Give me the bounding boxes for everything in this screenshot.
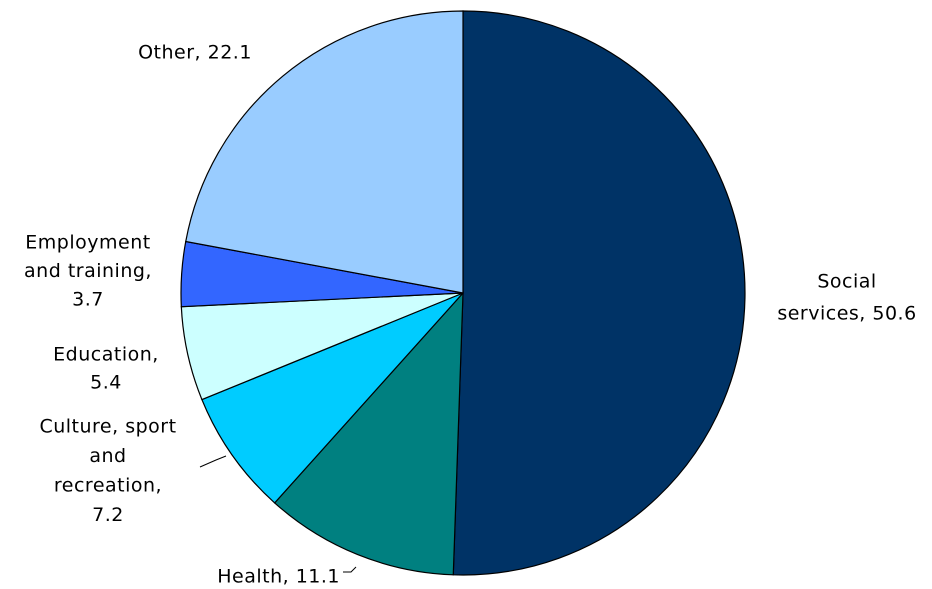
slice — [273, 291, 464, 576]
data-label: Health, 11.1 — [217, 566, 340, 588]
data-label: services, 50.6 — [777, 303, 916, 325]
data-label: Other, 22.1 — [138, 42, 252, 64]
slice — [201, 292, 464, 504]
data-label: recreation, — [54, 475, 162, 497]
data-label: 3.7 — [72, 289, 104, 311]
data-label: Employment — [25, 232, 150, 254]
data-label: and training, — [24, 260, 152, 282]
data-label: Social — [817, 271, 876, 293]
data-label: 5.4 — [90, 372, 122, 394]
data-label: 7.2 — [92, 504, 124, 526]
leader-line — [199, 455, 227, 468]
slice — [452, 10, 746, 576]
data-label: Culture, sport — [39, 416, 176, 438]
leader-line — [343, 566, 357, 573]
data-label: Education, — [53, 344, 159, 366]
slice — [185, 10, 464, 294]
data-label: and — [89, 445, 126, 467]
